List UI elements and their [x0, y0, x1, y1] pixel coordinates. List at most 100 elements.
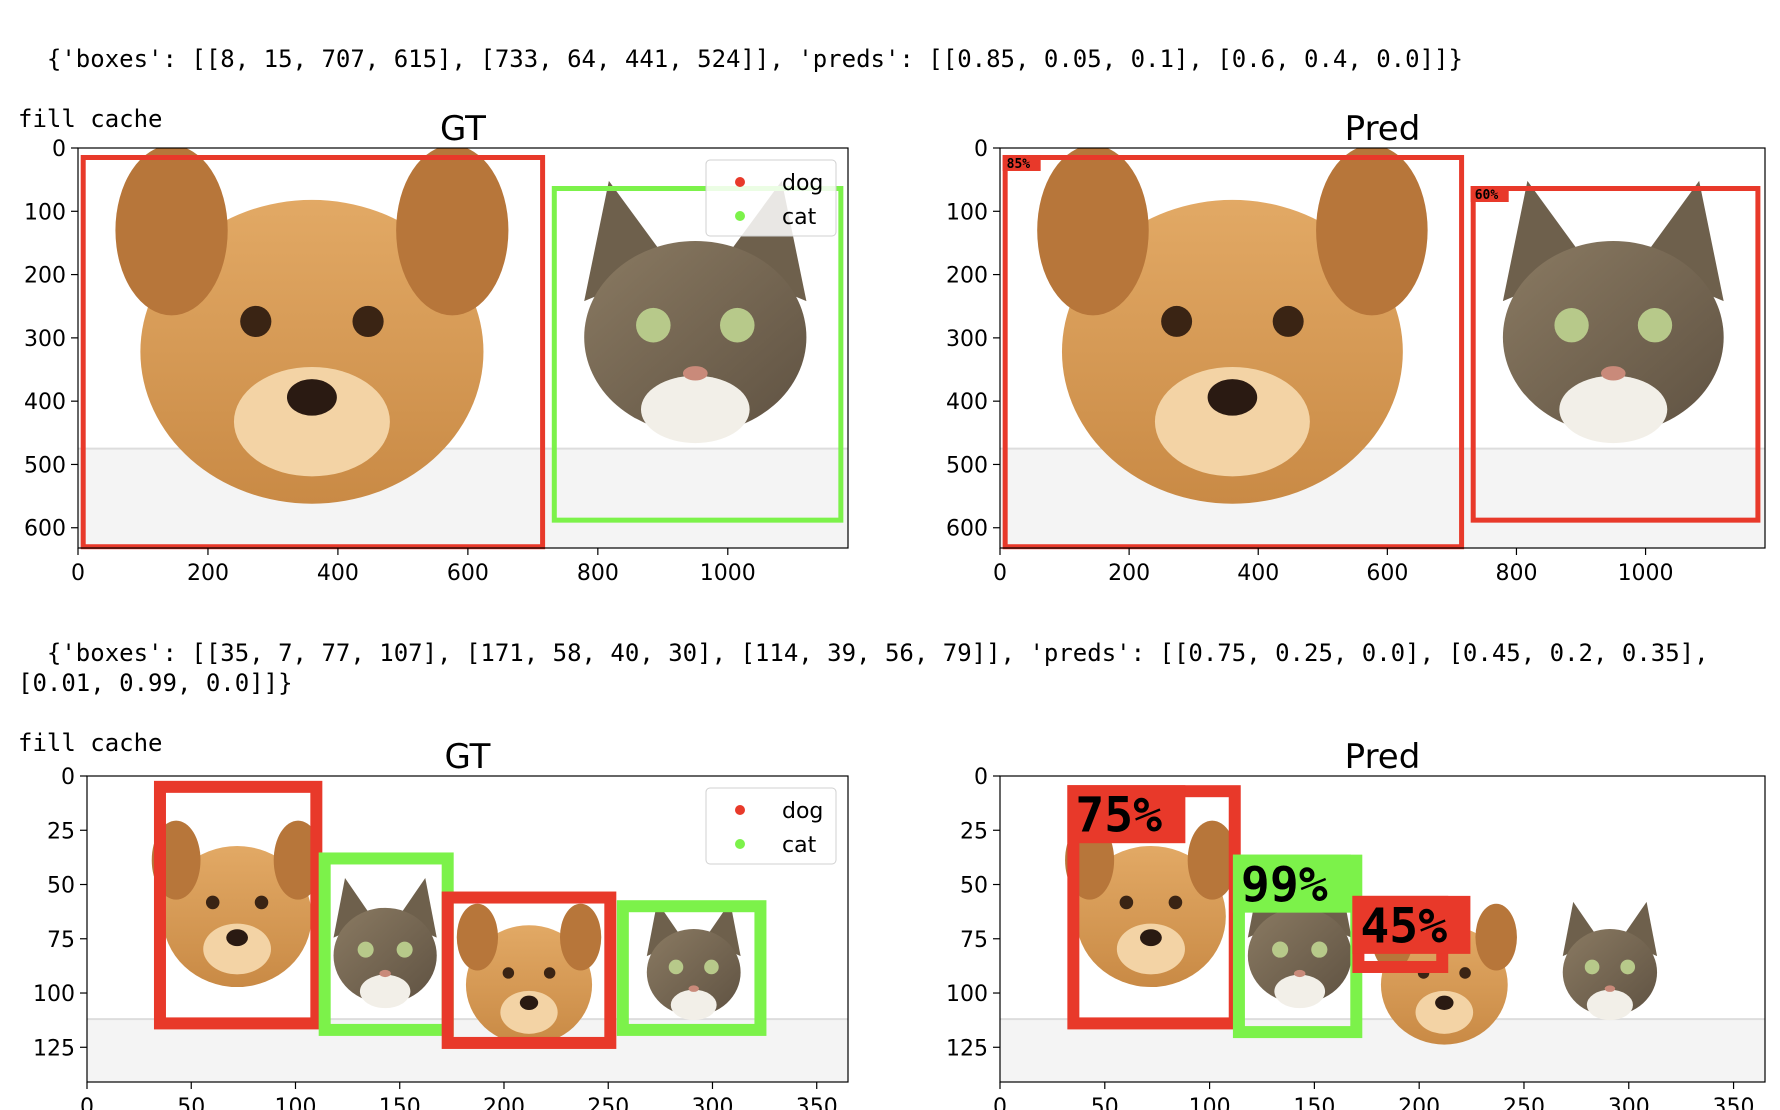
x-tick-label: 200	[1108, 561, 1150, 586]
cat-eye	[357, 941, 374, 958]
x-tick-label: 350	[796, 1095, 838, 1110]
axes-frame	[999, 775, 1766, 1083]
cat-eye	[1311, 941, 1328, 958]
dog-eye	[240, 305, 272, 338]
bbox-dog	[1002, 154, 1465, 550]
legend-label-dog: dog	[782, 799, 823, 824]
x-tick-label: 0	[993, 561, 1007, 586]
x-tick-label: 300	[1608, 1095, 1650, 1110]
x-tick-label: 1000	[1618, 561, 1674, 586]
axes-frame	[86, 775, 849, 1083]
ledge	[1000, 1019, 1765, 1082]
legend-marker-cat	[735, 211, 745, 221]
image-content	[1000, 776, 1765, 1082]
y-tick-label: 50	[960, 874, 988, 899]
x-tick-label: 250	[1503, 1095, 1545, 1110]
x-tick-label: 300	[691, 1095, 733, 1110]
x-tick-label: 50	[177, 1095, 205, 1110]
y-tick-label: 300	[24, 327, 66, 352]
subplot-1: 0 200 400 600 800 1000 0 100 200 300 400 500 600 GT do…	[24, 109, 849, 586]
dog-eye	[1168, 895, 1183, 910]
output-text: {'boxes': [[8, 15, 707, 615], [733, 64, …	[46, 45, 1463, 73]
y-tick-label: 0	[974, 765, 988, 790]
pred-label: 85%	[1007, 157, 1031, 172]
dog-muzzle	[1116, 923, 1185, 975]
cat-eye	[1584, 959, 1600, 975]
y-tick-label: 500	[946, 453, 988, 478]
x-tick-label: 200	[483, 1095, 525, 1110]
pred-label: 99%	[1241, 857, 1328, 913]
x-tick-label: 800	[577, 561, 619, 586]
pred-label-bg	[1232, 854, 1351, 913]
cat-muzzle	[1586, 989, 1633, 1021]
legend-label-cat: cat	[782, 205, 817, 230]
bbox-cat	[616, 900, 767, 1036]
x-tick-label: 0	[993, 1095, 1007, 1110]
cat-nose	[688, 985, 699, 992]
dog-muzzle	[1154, 366, 1310, 477]
status-text: fill cache	[18, 729, 163, 757]
cat-eye	[396, 941, 413, 958]
dog-eye	[205, 895, 220, 910]
y-tick-label: 50	[47, 874, 75, 899]
legend-marker-dog	[735, 177, 745, 187]
legend: dog cat	[705, 159, 837, 237]
x-tick-label: 100	[274, 1095, 316, 1110]
dog-nose	[1140, 929, 1162, 947]
legend-marker-dog	[735, 805, 745, 815]
x-tick-label: 0	[80, 1095, 94, 1110]
x-tick-label: 0	[71, 561, 85, 586]
bbox-dog	[153, 780, 323, 1030]
dog-ear	[456, 903, 499, 971]
y-tick-label: 300	[946, 327, 988, 352]
x-tick-label: 400	[1237, 561, 1279, 586]
legend-label-dog: dog	[782, 171, 823, 196]
pred-label-bg	[1067, 785, 1186, 844]
axes-frame	[77, 147, 849, 549]
dog-eye	[1119, 895, 1134, 910]
x-tick-label: 150	[1293, 1095, 1335, 1110]
x-tick-label: 200	[187, 561, 229, 586]
cat-muzzle	[359, 974, 411, 1009]
cat-nose	[682, 366, 708, 381]
x-tick-label: 1000	[700, 561, 756, 586]
ledge	[1000, 448, 1765, 548]
cat-eye	[1272, 941, 1289, 958]
x-tick-label: 350	[1713, 1095, 1755, 1110]
dog-muzzle	[500, 990, 558, 1034]
legend-marker-cat	[735, 839, 745, 849]
cat-nose	[1604, 985, 1616, 992]
legend: dog cat	[705, 787, 837, 865]
dog-nose	[1435, 995, 1454, 1010]
ledge	[78, 448, 848, 548]
dog-muzzle	[233, 366, 390, 477]
dog-ear	[1037, 148, 1149, 316]
image-content	[1000, 148, 1765, 548]
cat-eye	[1620, 959, 1636, 975]
dog-ear	[396, 148, 509, 316]
subplot-3: 0 50 100 150 200 250 300 350 0 25 50 75 100 125 GT dog c…	[33, 737, 849, 1110]
dog-ear	[559, 903, 602, 971]
dog-head	[162, 845, 312, 988]
cat-nose	[1601, 366, 1626, 381]
cat-head	[646, 929, 741, 1016]
dog-eye	[1272, 305, 1304, 337]
y-tick-label: 400	[946, 390, 988, 415]
pred-label: 75%	[1075, 788, 1162, 844]
y-tick-label: 0	[974, 137, 988, 162]
legend-label-cat: cat	[782, 833, 817, 858]
dog-ear	[273, 820, 323, 900]
subplot-title: GT	[440, 109, 486, 149]
y-tick-label: 125	[946, 1036, 988, 1061]
bbox-dog	[441, 891, 617, 1049]
y-tick-label: 75	[47, 928, 75, 953]
cat-eye	[668, 959, 684, 975]
cat-eye	[636, 307, 671, 343]
cat-muzzle	[1274, 974, 1326, 1009]
cat-eye	[719, 307, 755, 343]
x-tick-label: 600	[1366, 561, 1408, 586]
cat-head	[333, 907, 437, 1004]
pred-label-bg	[1352, 895, 1471, 954]
cat-nose	[379, 969, 391, 978]
